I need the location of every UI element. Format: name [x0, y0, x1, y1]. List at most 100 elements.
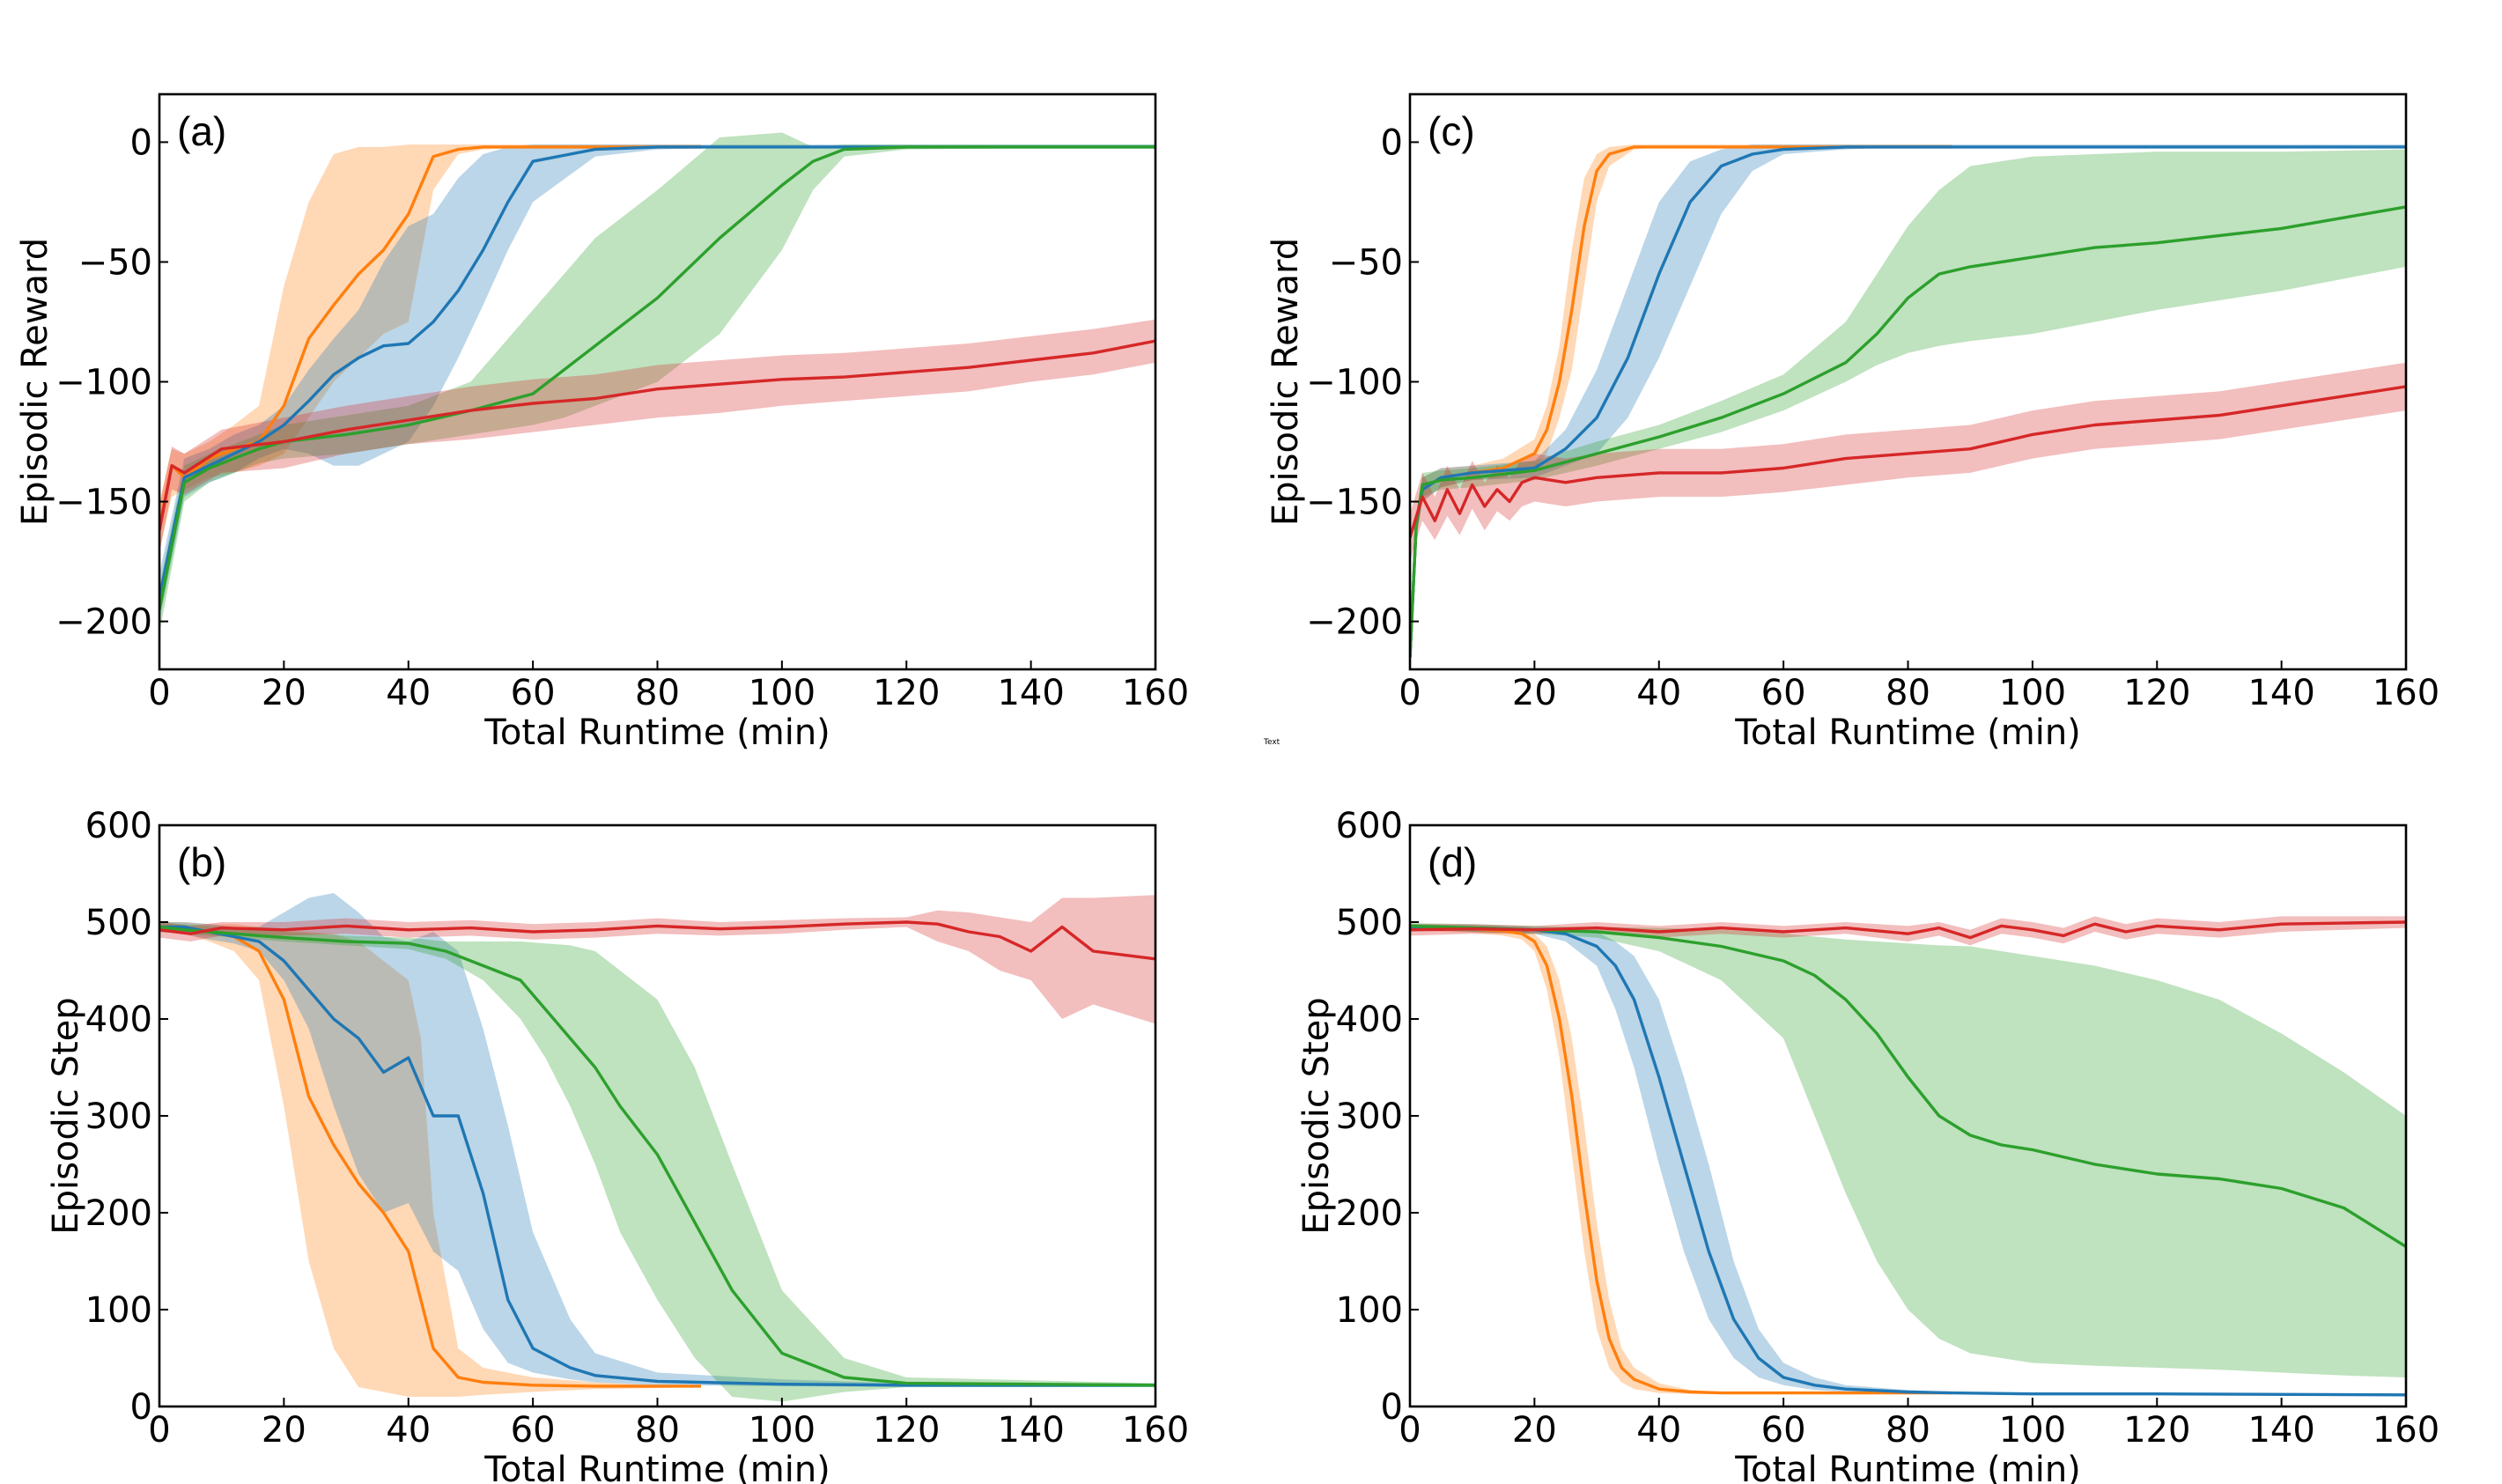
x-tick-label: 160: [2373, 1410, 2439, 1451]
x-tick-label: 0: [148, 673, 170, 713]
plot-area: [1410, 916, 2406, 1397]
x-tick-label: 80: [635, 1410, 680, 1451]
x-tick-label: 120: [873, 1410, 940, 1451]
x-tick-label: 160: [1122, 1410, 1189, 1451]
x-tick-label: 60: [511, 1410, 556, 1451]
x-axis-label: Total Runtime (min): [483, 712, 830, 753]
y-tick-label: 600: [1336, 806, 1403, 846]
y-tick-label: 100: [1336, 1290, 1403, 1331]
y-tick-label: 0: [1381, 1387, 1403, 1428]
y-tick-label: 0: [130, 122, 152, 163]
series-band-blue: [1410, 924, 2406, 1395]
x-tick-label: 80: [1886, 673, 1930, 713]
x-tick-label: 80: [635, 673, 680, 713]
x-axis-label: Total Runtime (min): [483, 1450, 830, 1484]
series-line-blue: [159, 925, 1155, 1387]
panel-label: (b): [177, 839, 226, 885]
series-band-red: [1410, 916, 2406, 946]
x-tick-label: 120: [2123, 1410, 2190, 1451]
x-tick-label: 120: [2123, 673, 2190, 713]
y-tick-label: 0: [130, 1387, 152, 1428]
x-tick-label: 100: [749, 1410, 816, 1451]
y-tick-label: −200: [1306, 602, 1403, 643]
x-tick-label: 160: [2373, 673, 2439, 713]
y-tick-label: −100: [1306, 363, 1403, 403]
y-axis-label: Episodic Step: [46, 997, 86, 1234]
x-tick-label: 0: [1399, 673, 1421, 713]
x-tick-label: 100: [1999, 1410, 2066, 1451]
y-axis-label: Episodic Reward: [1266, 238, 1306, 526]
x-tick-label: 140: [997, 1410, 1064, 1451]
y-tick-label: −50: [78, 242, 152, 283]
y-tick-label: −150: [55, 483, 152, 523]
chart-panel-d: 0 20 40 60 80 100 120 140 160 0 100 200 300 400 500 600…: [1296, 806, 2439, 1484]
x-tick-label: 40: [386, 673, 431, 713]
x-tick-label: 80: [1886, 1410, 1930, 1451]
y-tick-label: 100: [85, 1290, 152, 1331]
y-tick-label: −100: [55, 363, 152, 403]
x-tick-label: 20: [1512, 1410, 1557, 1451]
y-tick-label: 400: [1336, 1000, 1403, 1040]
x-tick-label: 40: [1636, 673, 1681, 713]
chart-panel-b: 0 20 40 60 80 100 120 140 160 0 100 200 300 400 500 600…: [46, 806, 1189, 1484]
y-axis-label: Episodic Reward: [15, 238, 55, 526]
series-line-blue: [159, 145, 1155, 598]
series-line-red: [159, 920, 1155, 961]
y-tick-label: 400: [85, 1000, 152, 1040]
series-band-blue: [159, 144, 1155, 622]
y-tick-label: 200: [85, 1193, 152, 1234]
x-tick-label: 40: [1636, 1410, 1681, 1451]
series-band-green: [1410, 923, 2406, 1377]
x-tick-label: 140: [2247, 1410, 2314, 1451]
series-line-red: [1410, 920, 2406, 940]
series-line-green: [159, 145, 1155, 610]
y-tick-label: 300: [85, 1096, 152, 1137]
stray-text-label: Text: [1263, 738, 1281, 747]
y-tick-label: 500: [1336, 903, 1403, 943]
x-tick-label: 160: [1122, 673, 1189, 713]
series-band-green: [1410, 149, 2406, 665]
panel-label: (a): [177, 108, 226, 154]
x-tick-label: 60: [1761, 1410, 1806, 1451]
y-tick-label: 0: [1381, 122, 1403, 163]
series-line-red: [1410, 385, 2406, 538]
x-tick-label: 40: [386, 1410, 431, 1451]
series-band-red: [159, 895, 1155, 1024]
series-line-green: [159, 925, 1155, 1387]
y-tick-label: 200: [1336, 1193, 1403, 1234]
x-tick-label: 100: [1999, 673, 2066, 713]
chart-panel-c: 0 20 40 60 80 100 120 140 160 0 −50 −100 −150 −200 Tot…: [1266, 92, 2439, 753]
series-line-blue: [1410, 925, 2406, 1397]
panel-label: (d): [1428, 839, 1477, 885]
y-axis-label: Episodic Step: [1296, 997, 1337, 1234]
x-tick-label: 120: [873, 673, 940, 713]
x-tick-label: 20: [262, 1410, 306, 1451]
plot-area: [1410, 144, 2406, 665]
y-tick-label: −200: [55, 602, 152, 643]
series-line-red: [159, 339, 1155, 531]
series-band-blue: [159, 893, 1155, 1387]
series-line-green: [1410, 205, 2406, 658]
series-band-green: [159, 922, 1155, 1402]
series-line-blue: [1410, 145, 2406, 658]
x-tick-label: 0: [1399, 1410, 1421, 1451]
series-band-red: [1410, 362, 2406, 562]
y-tick-label: 300: [1336, 1096, 1403, 1137]
series-line-green: [1410, 924, 2406, 1248]
series-band-red: [159, 319, 1155, 555]
y-tick-label: 500: [85, 903, 152, 943]
x-tick-label: 140: [997, 673, 1064, 713]
series-band-green: [159, 132, 1155, 634]
x-axis-label: Total Runtime (min): [1734, 712, 2081, 753]
x-tick-label: 0: [148, 1410, 170, 1451]
y-tick-label: −150: [1306, 483, 1403, 523]
x-tick-label: 60: [511, 673, 556, 713]
panel-label: (c): [1428, 108, 1475, 154]
plot-area: [159, 893, 1155, 1402]
y-tick-label: 600: [85, 806, 152, 846]
x-tick-label: 140: [2247, 673, 2314, 713]
y-tick-label: −50: [1329, 242, 1403, 283]
chart-panel-a: 0 20 40 60 80 100 120 140 160 0 −50 −100 −150 −200 Tot…: [15, 92, 1189, 753]
x-tick-label: 60: [1761, 673, 1806, 713]
